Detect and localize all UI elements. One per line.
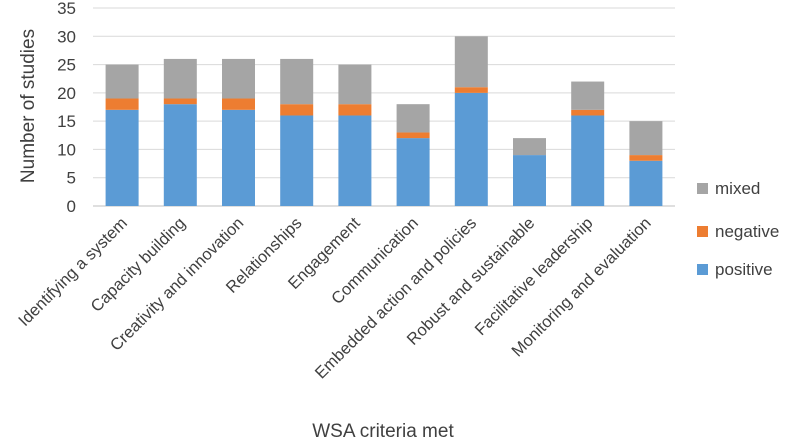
y-tick-label: 35 — [57, 0, 76, 18]
bar-segment-positive — [105, 109, 139, 206]
x-category-label: Facilitative leadership — [472, 214, 597, 339]
y-tick-label: 15 — [57, 112, 76, 131]
legend-label-mixed: mixed — [715, 179, 760, 198]
bar-segment-mixed — [222, 58, 255, 99]
bar-segment-positive — [571, 115, 605, 206]
bar-segment-positive — [280, 115, 314, 206]
bar-segment-positive — [163, 104, 197, 206]
bar-segment-positive — [222, 109, 255, 206]
legend-label-negative: negative — [715, 222, 779, 241]
y-tick-label: 25 — [57, 56, 76, 75]
bar-segment-mixed — [571, 81, 605, 110]
bar-segment-mixed — [163, 58, 197, 99]
bar-segment-positive — [454, 92, 488, 206]
legend-swatch-negative — [697, 226, 708, 237]
bars — [105, 36, 663, 206]
bar-segment-mixed — [513, 138, 546, 156]
bar-segment-negative — [629, 155, 663, 161]
bar-segment-negative — [571, 109, 605, 116]
y-tick-label: 0 — [67, 197, 76, 216]
bar-segment-positive — [513, 155, 546, 206]
bar-segment-negative — [454, 87, 488, 93]
y-tick-label: 10 — [57, 140, 76, 159]
legend-label-positive: positive — [715, 260, 773, 279]
y-tick-label: 20 — [57, 84, 76, 103]
bar-segment-negative — [396, 132, 430, 139]
bar-segment-mixed — [454, 36, 488, 88]
y-axis-title: Number of studies — [18, 29, 39, 183]
bar-segment-negative — [105, 98, 139, 110]
bar-segment-negative — [222, 98, 255, 110]
bar-segment-negative — [338, 104, 372, 116]
x-category-label: Identifying a system — [15, 214, 131, 330]
y-tick-label: 5 — [67, 169, 76, 188]
bar-segment-negative — [280, 104, 314, 116]
x-axis-title: WSA criteria met — [312, 421, 454, 442]
bar-segment-negative — [163, 98, 197, 105]
bar-segment-mixed — [338, 64, 372, 105]
bar-segment-positive — [396, 138, 430, 206]
y-axis-ticks: 0 5 10 15 20 25 30 35 — [57, 0, 76, 216]
legend: mixed negative positive — [697, 179, 779, 279]
bar-segment-mixed — [105, 64, 139, 99]
bar-segment-positive — [338, 115, 372, 206]
y-tick-label: 30 — [57, 27, 76, 46]
legend-swatch-positive — [697, 264, 708, 275]
bar-segment-mixed — [629, 121, 663, 156]
bar-segment-mixed — [396, 104, 430, 133]
bar-segment-positive — [629, 160, 663, 206]
legend-swatch-mixed — [697, 183, 708, 194]
bar-segment-mixed — [280, 58, 314, 105]
